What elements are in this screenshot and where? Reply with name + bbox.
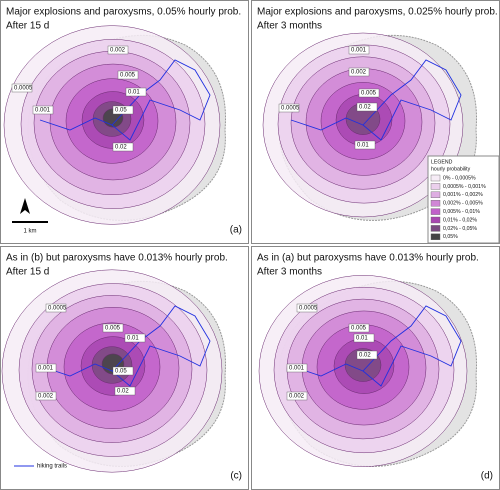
contour-label: 0.002 xyxy=(351,70,367,76)
legend-swatch xyxy=(430,183,441,190)
legend-label: 0,001% - 0,002% xyxy=(443,192,483,198)
contour-label: 0.01 xyxy=(128,90,140,96)
contour-label-bg xyxy=(107,45,129,55)
legend-label: 0,02% - 0,05% xyxy=(443,226,477,232)
legend-label: 0% - 0,0005% xyxy=(443,175,476,181)
panel-subtitle: After 15 d xyxy=(6,21,49,32)
contour-label-bg xyxy=(348,67,370,77)
contour-label-bg xyxy=(45,303,67,313)
contour-label: 0.02 xyxy=(115,145,127,151)
panel-subtitle: After 15 d xyxy=(6,267,49,278)
contour-label: 0.0005 xyxy=(281,106,300,112)
panel: As in (b) but paroxysms have 0.013% hour… xyxy=(0,246,249,490)
contour-label: 0.005 xyxy=(105,326,121,332)
contour-label: 0.002 xyxy=(38,394,54,400)
contour-label: 0.005 xyxy=(351,326,367,332)
contour-label-bg xyxy=(35,391,57,401)
contour-label: 0.0005 xyxy=(299,306,318,312)
legend-swatch xyxy=(430,191,441,198)
contour-label: 0.01 xyxy=(127,336,139,342)
contour-label: 0.002 xyxy=(289,394,305,400)
contour-label: 0.001 xyxy=(38,366,54,372)
panel-letter: (c) xyxy=(230,471,242,482)
contour-label-bg xyxy=(32,105,54,115)
contour-label-bg xyxy=(358,88,380,98)
contour-label-bg xyxy=(356,350,378,360)
contour-label: 0.05 xyxy=(115,108,127,114)
contour-label-bg xyxy=(35,363,57,373)
contour-label-bg xyxy=(356,102,378,112)
contour-label: 0.005 xyxy=(120,73,136,79)
panel-letter: (d) xyxy=(481,471,493,482)
contour-label: 0.0005 xyxy=(48,306,67,312)
contour-label-bg xyxy=(296,303,318,313)
contour-label: 0.001 xyxy=(35,108,51,114)
north-arrow xyxy=(20,198,30,214)
legend-label: 0,05% xyxy=(443,234,458,240)
legend-swatch xyxy=(430,174,441,182)
legend-subtitle: hourly probability xyxy=(431,166,471,172)
panel-title: As in (a) but paroxysms have 0.013% hour… xyxy=(257,253,479,264)
contour-label-bg xyxy=(112,366,134,376)
panel: Major explosions and paroxysms, 0.05% ho… xyxy=(0,0,249,244)
contour-label-bg xyxy=(278,103,300,113)
legend-swatch xyxy=(430,233,441,241)
legend-swatch xyxy=(430,200,441,207)
legend-swatch xyxy=(430,225,441,232)
legend-label: 0,005% - 0,01% xyxy=(443,209,480,215)
panel: As in (a) but paroxysms have 0.013% hour… xyxy=(251,246,500,490)
panel-title: Major explosions and paroxysms, 0.025% h… xyxy=(257,7,498,18)
contour-label: 0.001 xyxy=(289,366,305,372)
trail-legend-label: hiking trails xyxy=(37,464,67,470)
contour-label-bg xyxy=(348,45,370,55)
legend-label: 0,01% - 0,02% xyxy=(443,217,477,223)
panel-title: Major explosions and paroxysms, 0.05% ho… xyxy=(6,7,241,18)
contour-label: 0.02 xyxy=(359,353,371,359)
legend-label: 0,002% - 0,005% xyxy=(443,201,483,207)
contour-label-bg xyxy=(125,87,147,97)
contour-label-bg xyxy=(353,333,375,343)
contour-label-bg xyxy=(124,333,146,343)
contour-label: 0.02 xyxy=(359,105,371,111)
legend-label: 0,0005% - 0,001% xyxy=(443,184,486,190)
hiking-trail xyxy=(290,305,462,387)
contour-label: 0.01 xyxy=(357,143,369,149)
legend-swatch xyxy=(430,216,441,224)
north-label: N xyxy=(23,205,27,211)
panel-subtitle: After 3 months xyxy=(257,267,322,278)
contour-label: 0.0005 xyxy=(14,86,33,92)
contour-label-bg xyxy=(114,386,136,396)
contour-label: 0.05 xyxy=(115,369,127,375)
panel: Major explosions and paroxysms, 0.025% h… xyxy=(251,0,500,244)
contour-label: 0.002 xyxy=(110,48,126,54)
contour-label: 0.02 xyxy=(117,389,129,395)
hiking-trail xyxy=(39,59,211,141)
contour-label: 0.001 xyxy=(351,48,367,54)
legend-swatch xyxy=(430,208,441,215)
scale-label: 1 km xyxy=(23,229,36,235)
contour-label-bg xyxy=(286,391,308,401)
contour-label-bg xyxy=(112,142,134,152)
contour-label-bg xyxy=(11,83,33,93)
panel-subtitle: After 3 months xyxy=(257,21,322,32)
panel-title: As in (b) but paroxysms have 0.013% hour… xyxy=(6,253,228,264)
legend-title: LEGEND xyxy=(431,159,453,165)
contour-label-bg xyxy=(112,105,134,115)
contour-label-bg xyxy=(354,140,376,150)
contour-label-bg xyxy=(286,363,308,373)
contour-label: 0.01 xyxy=(356,336,368,342)
hiking-trail xyxy=(39,305,211,387)
contour-label: 0.005 xyxy=(361,91,377,97)
contour-label-bg xyxy=(102,323,124,333)
contour-label-bg xyxy=(348,323,370,333)
hiking-trail xyxy=(290,59,462,141)
panel-letter: (a) xyxy=(230,225,242,236)
contour-label-bg xyxy=(117,70,139,80)
